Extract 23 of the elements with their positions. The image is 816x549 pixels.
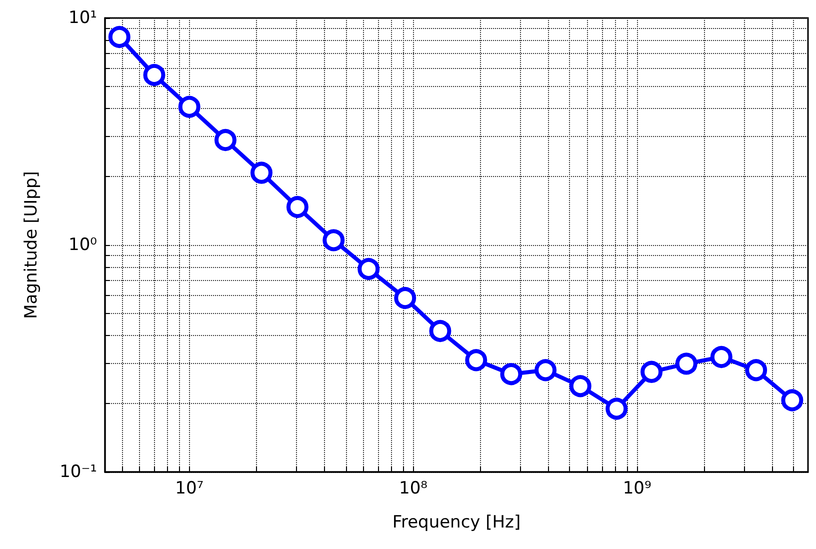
point	[675, 352, 698, 375]
point	[569, 375, 592, 398]
point	[781, 389, 804, 412]
point	[358, 258, 380, 280]
point	[108, 26, 130, 48]
y-tick-label: 10⁰	[68, 235, 98, 255]
point	[250, 162, 272, 184]
x-axis-title: Frequency [Hz]	[392, 512, 521, 532]
x-tick-label: 10⁷	[175, 478, 204, 498]
x-tick-label: 10⁹	[622, 478, 652, 498]
y-tick-label: 10¹	[68, 8, 97, 28]
point	[745, 359, 768, 382]
point	[710, 346, 732, 368]
point	[214, 129, 236, 152]
point	[178, 96, 200, 118]
y-axis-title: Magnitude [UIpp]	[22, 171, 42, 319]
point	[640, 360, 663, 383]
point	[286, 196, 308, 218]
point	[534, 359, 557, 382]
point	[606, 398, 628, 420]
x-tick-label: 10⁸	[398, 478, 428, 498]
point	[143, 64, 166, 86]
y-tick-label: 10⁻¹	[60, 462, 97, 482]
